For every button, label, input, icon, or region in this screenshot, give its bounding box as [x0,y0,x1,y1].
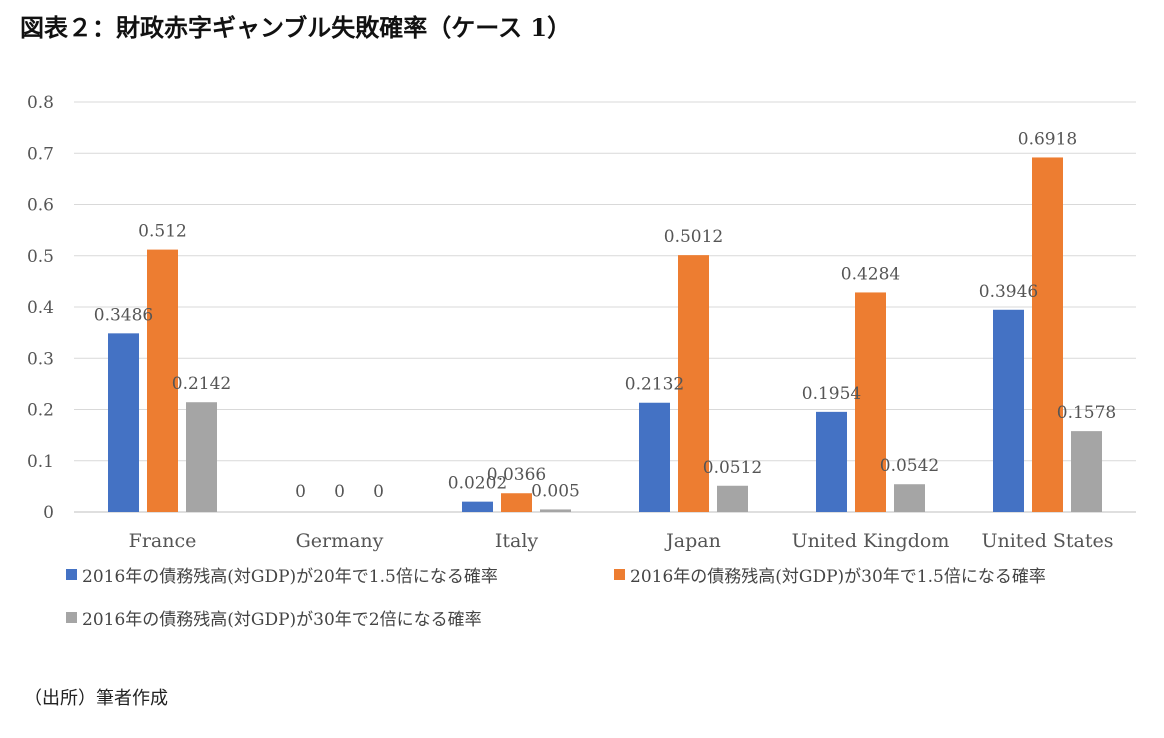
bar [894,484,925,512]
legend-label: 2016年の債務残高(対GDP)が30年で2倍になる確率 [82,610,482,630]
y-tick-label: 0 [43,503,54,523]
y-tick-label: 0.7 [27,144,54,164]
bar [1032,157,1063,512]
chart-title: 図表２：財政赤字ギャンブル失敗確率（ケース 1） [20,13,572,42]
legend-swatch [614,569,625,580]
category-label: Italy [495,530,539,552]
data-label: 0 [295,482,306,502]
data-label: 0.2142 [172,374,231,394]
data-label: 0.3486 [94,305,153,325]
y-tick-label: 0.4 [27,298,54,318]
y-tick-label: 0.8 [27,93,54,113]
legend-item: 2016年の債務残高(対GDP)が30年で2倍になる確率 [66,605,482,630]
category-label: Germany [296,530,384,552]
data-label: 0.512 [138,222,187,242]
legend-item: 2016年の債務残高(対GDP)が30年で1.5倍になる確率 [614,562,1046,587]
category-label: France [129,530,197,552]
bar [717,485,748,512]
bar [855,292,886,512]
bar [462,501,493,512]
data-label: 0.2132 [625,375,684,395]
category-label: Japan [664,530,721,552]
bar [678,255,709,512]
data-label: 0.4284 [841,264,900,284]
category-label: United Kingdom [792,530,950,552]
data-label: 0.3946 [979,282,1038,302]
data-label: 0.6918 [1018,129,1077,149]
source-note: （出所）筆者作成 [24,688,168,709]
bar [108,333,139,512]
bars [108,157,1102,512]
data-label: 0.0366 [487,465,546,485]
legend-label: 2016年の債務残高(対GDP)が20年で1.5倍になる確率 [82,567,498,587]
bar [501,493,532,512]
data-label: 0.1954 [802,384,861,404]
gridlines [74,101,1136,513]
data-label: 0 [334,482,345,502]
y-tick-label: 0.2 [27,401,54,421]
data-label: 0.005 [531,481,580,501]
data-label: 0.0542 [880,456,939,476]
y-tick-label: 0.3 [27,349,54,369]
bar [147,249,178,512]
category-label: United States [981,530,1113,552]
x-axis-categories: France Germany Italy Japan United Kingdom Uni… [129,530,1114,552]
data-label: 0 [373,482,384,502]
y-tick-label: 0.1 [27,452,54,472]
data-label: 0.5012 [664,227,723,247]
bar [993,309,1024,512]
data-label: 0.0202 [448,474,507,494]
y-tick-label: 0.5 [27,247,54,267]
data-label: 0.0512 [703,458,762,478]
legend-swatch [66,569,77,580]
bar [639,402,670,512]
bar [186,402,217,512]
y-axis-ticks: 0 0.1 0.2 0.3 0.4 0.5 0.6 0.7 0.8 [27,93,54,523]
bar [1071,431,1102,512]
bar [816,411,847,512]
data-label: 0.1578 [1057,403,1116,423]
legend-label: 2016年の債務残高(対GDP)が30年で1.5倍になる確率 [630,567,1046,587]
legend-item: 2016年の債務残高(対GDP)が20年で1.5倍になる確率 [66,562,498,587]
y-tick-label: 0.6 [27,196,54,216]
bar [540,509,571,512]
legend-swatch [66,612,77,623]
